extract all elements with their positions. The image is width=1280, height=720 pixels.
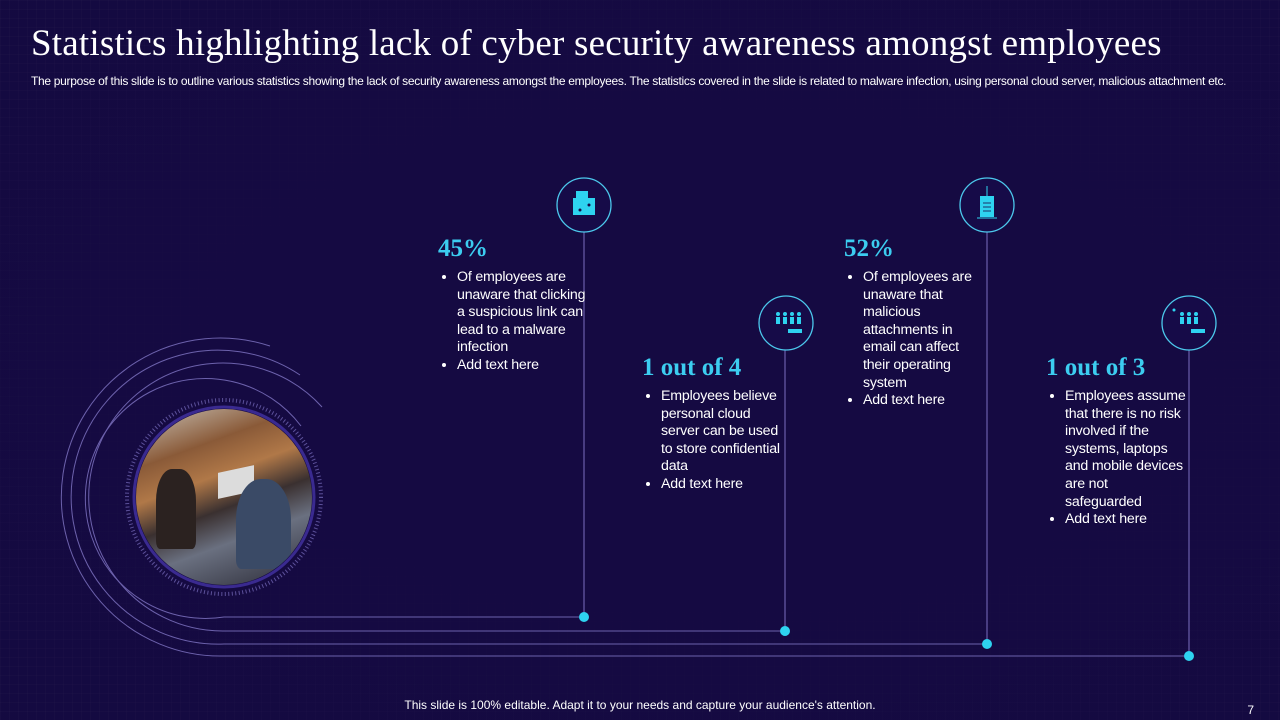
stat-bullet: Employees believe personal cloud server … — [661, 388, 782, 476]
stat-value: 1 out of 3 — [1046, 354, 1146, 381]
stat-card-3: 52% Of employees are unaware that malici… — [844, 235, 984, 410]
team-photo — [136, 409, 312, 585]
page-subtitle: The purpose of this slide is to outline … — [31, 74, 1227, 88]
page-title: Statistics highlighting lack of cyber se… — [31, 23, 1162, 64]
stat-bullet: Add text here — [1065, 511, 1186, 529]
stat-bullet: Add text here — [863, 392, 984, 410]
employees-cloud-icon — [776, 312, 802, 333]
photo-tick-ring — [125, 398, 323, 596]
timeline-dot — [579, 612, 589, 622]
malware-document-icon — [573, 191, 595, 215]
stat-bullet: Add text here — [457, 357, 588, 375]
stat-bullet: Employees assume that there is no risk i… — [1065, 388, 1186, 511]
footer-note: This slide is 100% editable. Adapt it to… — [404, 698, 876, 712]
stat-value: 45% — [438, 235, 488, 262]
stat-bullet: Of employees are unaware that malicious … — [863, 269, 984, 392]
timeline-dot — [1184, 651, 1194, 661]
stat-value: 52% — [844, 235, 894, 262]
stat-value: 1 out of 4 — [642, 354, 742, 381]
arc-line-1 — [84, 377, 584, 619]
stat-card-2: 1 out of 4 Employees believe personal cl… — [642, 354, 782, 494]
employees-devices-icon — [1172, 308, 1205, 333]
timeline-dot — [780, 626, 790, 636]
arc-line-2 — [88, 362, 785, 632]
page-number: 7 — [1247, 703, 1254, 717]
stat-card-1: 45% Of employees are unaware that clicki… — [438, 235, 588, 375]
arc-line-3 — [70, 349, 987, 645]
stat-bullet: Of employees are unaware that clicking a… — [457, 269, 588, 357]
arc-line-4 — [60, 337, 1189, 657]
email-attachment-icon — [977, 186, 997, 219]
stat-bullet: Add text here — [661, 476, 782, 494]
stat-card-4: 1 out of 3 Employees assume that there i… — [1046, 354, 1186, 529]
timeline-dot — [982, 639, 992, 649]
